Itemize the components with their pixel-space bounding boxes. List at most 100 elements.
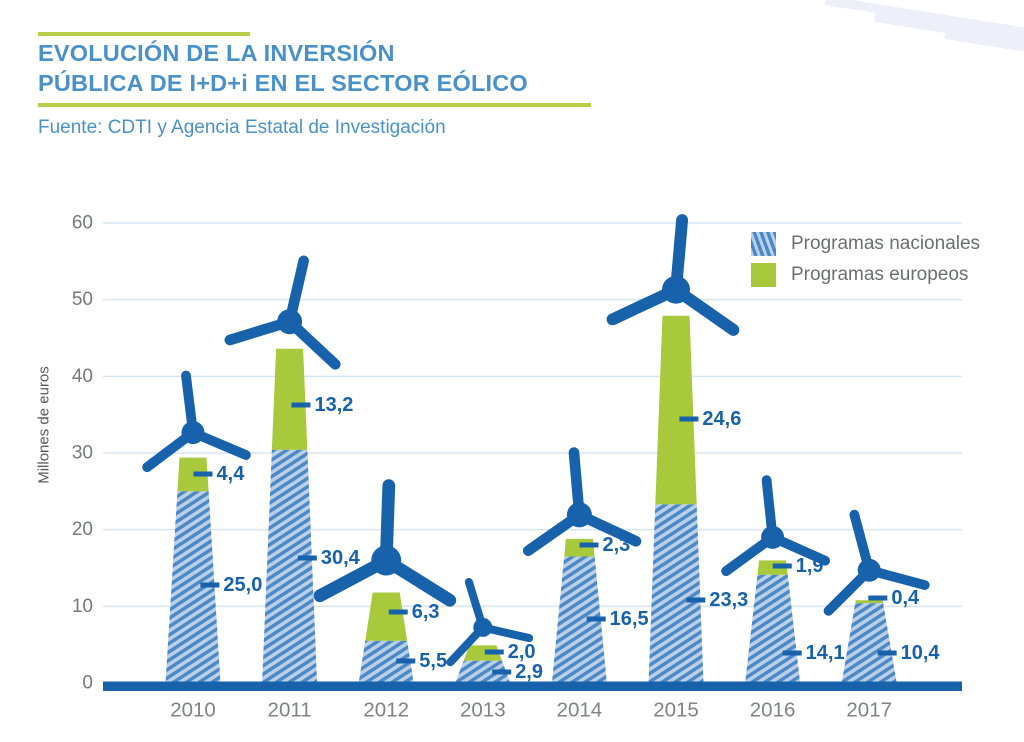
bar-segment-europeos-2017 [855,600,884,604]
source-caption: Fuente: CDTI y Agencia Estatal de Invest… [38,117,446,138]
turbine-hub [371,545,402,576]
turbine-blade [181,370,197,427]
value-label-europeos-2016: 1,9 [796,555,824,577]
y-tick-label: 50 [72,289,93,310]
bar-segment-nacionales-2013 [455,660,511,683]
turbine-hub [277,309,303,335]
wind-turbine-icon-2011 [224,255,341,370]
turbine-blade [849,509,872,565]
x-tick-label: 2010 [170,699,216,722]
turbine-blade [380,479,396,553]
value-label-europeos-2012: 6,3 [412,601,440,623]
turbine-hub [761,525,785,549]
bar-segment-nacionales-2012 [358,640,414,683]
turbine-blade [823,573,867,616]
x-tick-label: 2016 [750,699,796,722]
turbine-hub [857,558,881,582]
chart-legend: Programas nacionales Programas europeos [751,231,980,293]
legend-item-europeos: Programas europeos [751,262,980,288]
title-accent-line-top [38,32,250,36]
turbine-blade [584,514,642,547]
wind-turbine-icon-2014 [522,447,642,557]
value-label-nacionales-2010: 25,0 [223,574,262,596]
turbine-blade [464,577,485,623]
turbine-blade [391,561,457,607]
value-label-nacionales-2017: 10,4 [901,642,941,664]
value-label-nacionales-2015: 23,3 [709,589,748,611]
bar-segment-europeos-2012 [365,592,408,641]
y-tick-label: 0 [82,673,93,694]
x-tick-label: 2013 [460,699,506,722]
turbine-blade [671,214,689,283]
turbine-blade [874,568,930,590]
title-accent-line-bottom [38,103,591,107]
wind-turbine-icon-2012 [313,479,457,607]
wind-turbine-icon-2010 [142,370,251,473]
turbine-blade [721,538,769,577]
legend-label: Programas nacionales [791,233,981,254]
turbine-blade [446,629,481,667]
bar-segment-europeos-2010 [177,457,209,492]
y-tick-label: 40 [72,366,93,387]
value-label-nacionales-2013: 2,9 [515,661,543,683]
wind-turbine-icon-2016 [721,475,831,577]
x-tick-label: 2012 [363,699,409,722]
value-label-europeos-2013: 2,0 [508,641,536,663]
y-tick-label: 20 [72,519,93,540]
green-swatch-icon [751,263,776,287]
turbine-blade [198,431,251,460]
x-tick-label: 2014 [557,699,603,722]
wind-turbine-icon-2017 [823,509,930,616]
turbine-blade [568,447,584,509]
turbine-blade [487,625,534,643]
value-label-nacionales-2012: 5,5 [419,650,447,672]
bar-segment-nacionales-2010 [165,491,221,683]
hatched-blue-swatch-icon [751,232,776,256]
bar-segment-europeos-2013 [463,645,503,661]
turbine-blade [606,289,670,326]
page-title-line2: PÚBLICA DE I+D+i EN EL SECTOR EÓLICO [38,70,528,96]
turbine-blade [286,255,309,316]
bar-segment-nacionales-2016 [745,574,801,683]
bar-segment-nacionales-2014 [551,556,607,683]
page-title-line1: EVOLUCIÓN DE LA INVERSIÓN [38,40,395,66]
turbine-blade [224,319,284,346]
turbine-blade [777,536,831,566]
bar-segment-europeos-2014 [564,538,595,557]
y-tick-label: 60 [72,212,93,233]
value-label-nacionales-2014: 16,5 [610,608,649,630]
value-label-europeos-2015: 24,6 [702,408,741,430]
value-label-europeos-2010: 4,4 [217,463,246,485]
turbine-blade [522,516,575,557]
value-label-nacionales-2016: 14,1 [806,642,845,664]
y-tick-label: 10 [72,596,93,617]
x-axis-line [103,681,962,691]
turbine-hub [662,275,690,304]
bar-segment-europeos-2011 [271,348,308,450]
page-title: EVOLUCIÓN DE LA INVERSIÓN PÚBLICA DE I+D… [38,38,528,98]
turbine-blade [761,475,777,532]
y-tick-label: 30 [72,442,93,463]
bar-segment-europeos-2015 [655,315,697,505]
value-label-nacionales-2011: 30,4 [321,547,361,569]
value-label-europeos-2011: 13,2 [314,394,353,416]
turbine-blade [142,434,190,473]
x-tick-label: 2015 [653,699,699,722]
turbine-hub [473,617,493,637]
bar-segment-nacionales-2011 [262,449,318,683]
turbine-blade [680,291,740,336]
value-label-europeos-2014: 2,3 [602,534,630,556]
bar-segment-nacionales-2017 [841,603,897,683]
wind-turbine-icon-2013 [446,577,534,667]
legend-item-nacionales: Programas nacionales [751,231,980,257]
wind-turbine-icon-2015 [606,214,740,336]
turbine-blade [292,324,341,370]
value-label-europeos-2017: 0,4 [891,587,920,609]
y-axis-title: Millones de euros [36,366,53,484]
turbine-hub [181,421,205,445]
x-tick-label: 2017 [846,699,892,722]
legend-label: Programas europeos [791,264,969,285]
turbine-blade [313,560,380,603]
